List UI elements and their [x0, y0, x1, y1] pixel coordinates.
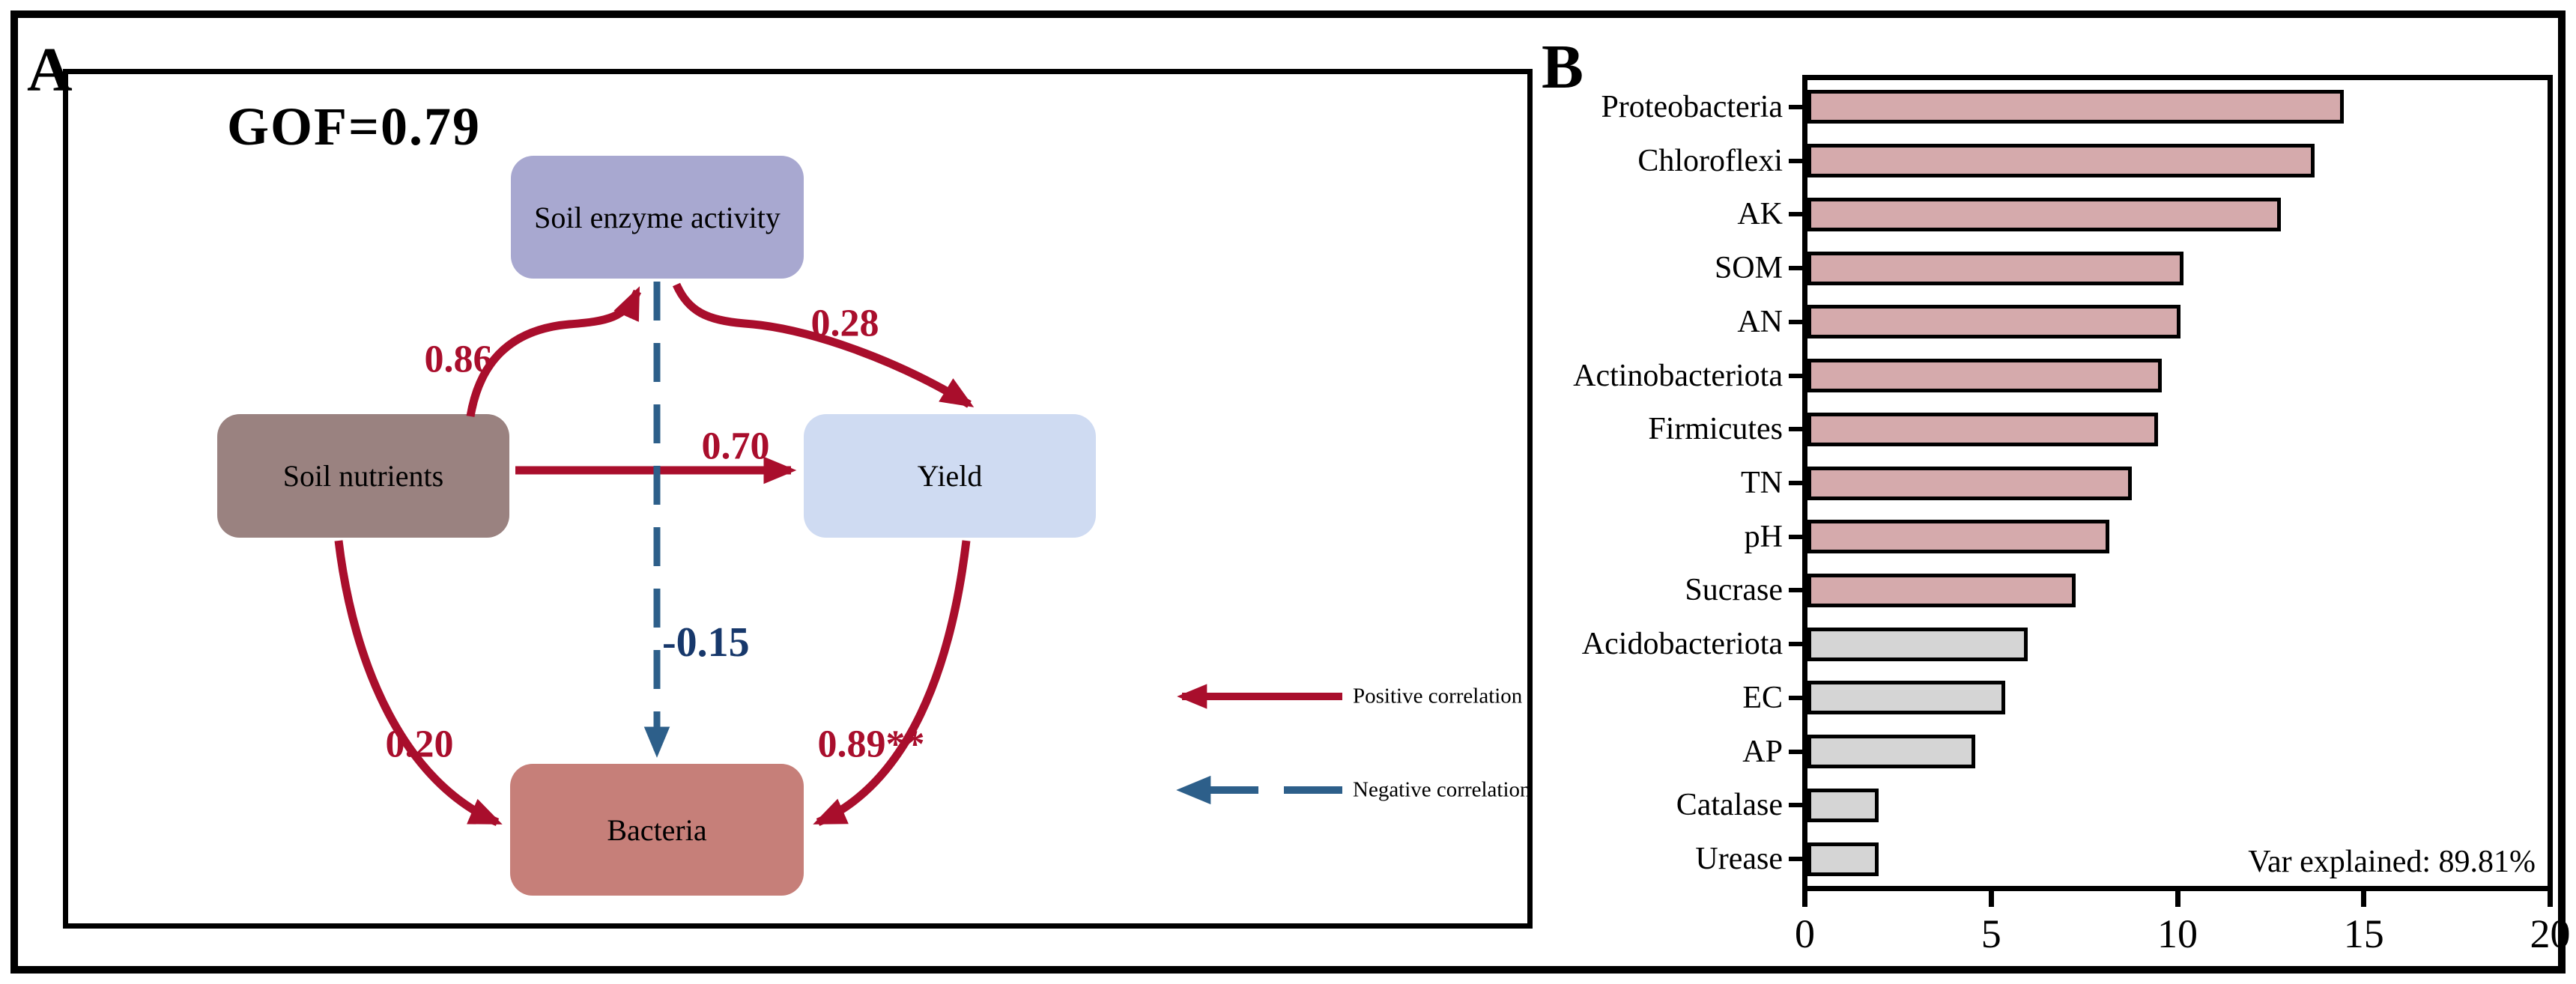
bar-chart-x-axis: 0 5 10 15 20 — [1795, 891, 2571, 977]
y-tick-Catalase — [1789, 803, 1802, 808]
category-label-Actinobacteriota: Actinobacteriota — [1573, 358, 1783, 393]
y-tick-AK — [1789, 212, 1802, 217]
y-tick-SOM — [1789, 266, 1802, 271]
category-label-pH: pH — [1744, 519, 1783, 554]
category-label-Chloroflexi: Chloroflexi — [1637, 143, 1783, 178]
legend-negative-label: Negative correlation — [1353, 777, 1531, 802]
x-tick-0 — [1802, 891, 1807, 907]
y-tick-Chloroflexi — [1789, 158, 1802, 163]
node-soil-enzyme-activity: Soil enzyme activity — [511, 156, 804, 279]
bar-SOM — [1807, 251, 2184, 285]
bar-AK — [1807, 197, 2281, 231]
coef-enzyme-to-bacteria: -0.15 — [662, 619, 750, 666]
category-label-Firmicutes: Firmicutes — [1648, 412, 1783, 447]
y-tick-pH — [1789, 534, 1802, 539]
bar-Catalase — [1807, 788, 1879, 822]
coef-nutrients-to-bacteria: 0.20 — [385, 723, 454, 766]
node-yield: Yield — [804, 414, 1096, 538]
x-tick-label-0: 0 — [1795, 911, 1815, 956]
bar-Proteobacteria — [1807, 90, 2345, 124]
coef-yield-to-bacteria: 0.89** — [817, 723, 925, 766]
legend-positive-label: Positive correlation — [1353, 684, 1523, 708]
bar-chart-category-axis: Proteobacteria Chloroflexi AK SOM AN Actinoba… — [1423, 80, 1802, 886]
bar-EC — [1807, 681, 2005, 715]
panel-b-label: B — [1542, 32, 1584, 102]
node-soil-nutrients: Soil nutrients — [217, 414, 509, 538]
x-tick-10 — [2175, 891, 2180, 907]
coef-enzyme-to-yield: 0.28 — [810, 302, 879, 345]
category-label-TN: TN — [1741, 466, 1783, 500]
bar-Acidobacteriota — [1807, 627, 2028, 661]
gof-text: GOF=0.79 — [227, 97, 482, 157]
bar-Urease — [1807, 842, 1879, 876]
y-tick-Urease — [1789, 857, 1802, 862]
node-soil-nutrients-label: Soil nutrients — [282, 459, 444, 493]
bar-AP — [1807, 735, 1975, 769]
x-tick-5 — [1988, 891, 1994, 907]
x-tick-20 — [2548, 891, 2553, 907]
category-label-Acidobacteriota: Acidobacteriota — [1581, 627, 1783, 662]
bar-chart-bars — [1807, 80, 2548, 886]
bar-Actinobacteriota — [1807, 359, 2162, 393]
bar-chart-plot-area: Var explained: 89.81% — [1802, 75, 2553, 891]
var-explained-annotation: Var explained: 89.81% — [2248, 845, 2536, 879]
category-label-AN: AN — [1737, 304, 1783, 339]
bar-pH — [1807, 520, 2109, 554]
category-label-Proteobacteria: Proteobacteria — [1601, 89, 1783, 124]
category-label-Sucrase: Sucrase — [1685, 573, 1783, 608]
bar-Firmicutes — [1807, 412, 2158, 446]
y-tick-TN — [1789, 481, 1802, 485]
panel-a-border — [63, 69, 1533, 929]
coef-nutrients-to-enzyme: 0.86 — [424, 338, 493, 381]
x-tick-label-10: 10 — [2157, 911, 2198, 956]
y-tick-Proteobacteria — [1789, 104, 1802, 109]
x-tick-label-15: 15 — [2343, 911, 2384, 956]
bar-Sucrase — [1807, 573, 2076, 607]
node-bacteria-label: Bacteria — [607, 813, 707, 847]
category-label-SOM: SOM — [1714, 251, 1783, 286]
y-tick-Actinobacteriota — [1789, 373, 1802, 378]
bar-AN — [1807, 305, 2180, 339]
x-tick-15 — [2361, 891, 2367, 907]
figure-outer-border — [10, 10, 2566, 974]
node-bacteria: Bacteria — [510, 764, 804, 896]
bar-Chloroflexi — [1807, 144, 2315, 178]
x-tick-label-20: 20 — [2530, 911, 2571, 956]
coef-nutrients-to-yield: 0.70 — [701, 425, 770, 468]
node-soil-enzyme-activity-label: Soil enzyme activity — [534, 200, 781, 234]
y-tick-AN — [1789, 319, 1802, 324]
y-tick-Firmicutes — [1789, 427, 1802, 432]
category-label-AK: AK — [1737, 197, 1783, 232]
category-label-AP: AP — [1742, 734, 1783, 769]
category-label-Urease: Urease — [1695, 842, 1783, 877]
y-tick-EC — [1789, 695, 1802, 700]
x-tick-label-5: 5 — [1981, 911, 2001, 956]
bar-TN — [1807, 466, 2132, 500]
category-label-EC: EC — [1742, 680, 1783, 715]
node-yield-label: Yield — [917, 459, 983, 493]
category-label-Catalase: Catalase — [1676, 788, 1783, 823]
y-tick-AP — [1789, 749, 1802, 754]
y-tick-Sucrase — [1789, 588, 1802, 593]
y-tick-Acidobacteriota — [1789, 642, 1802, 647]
